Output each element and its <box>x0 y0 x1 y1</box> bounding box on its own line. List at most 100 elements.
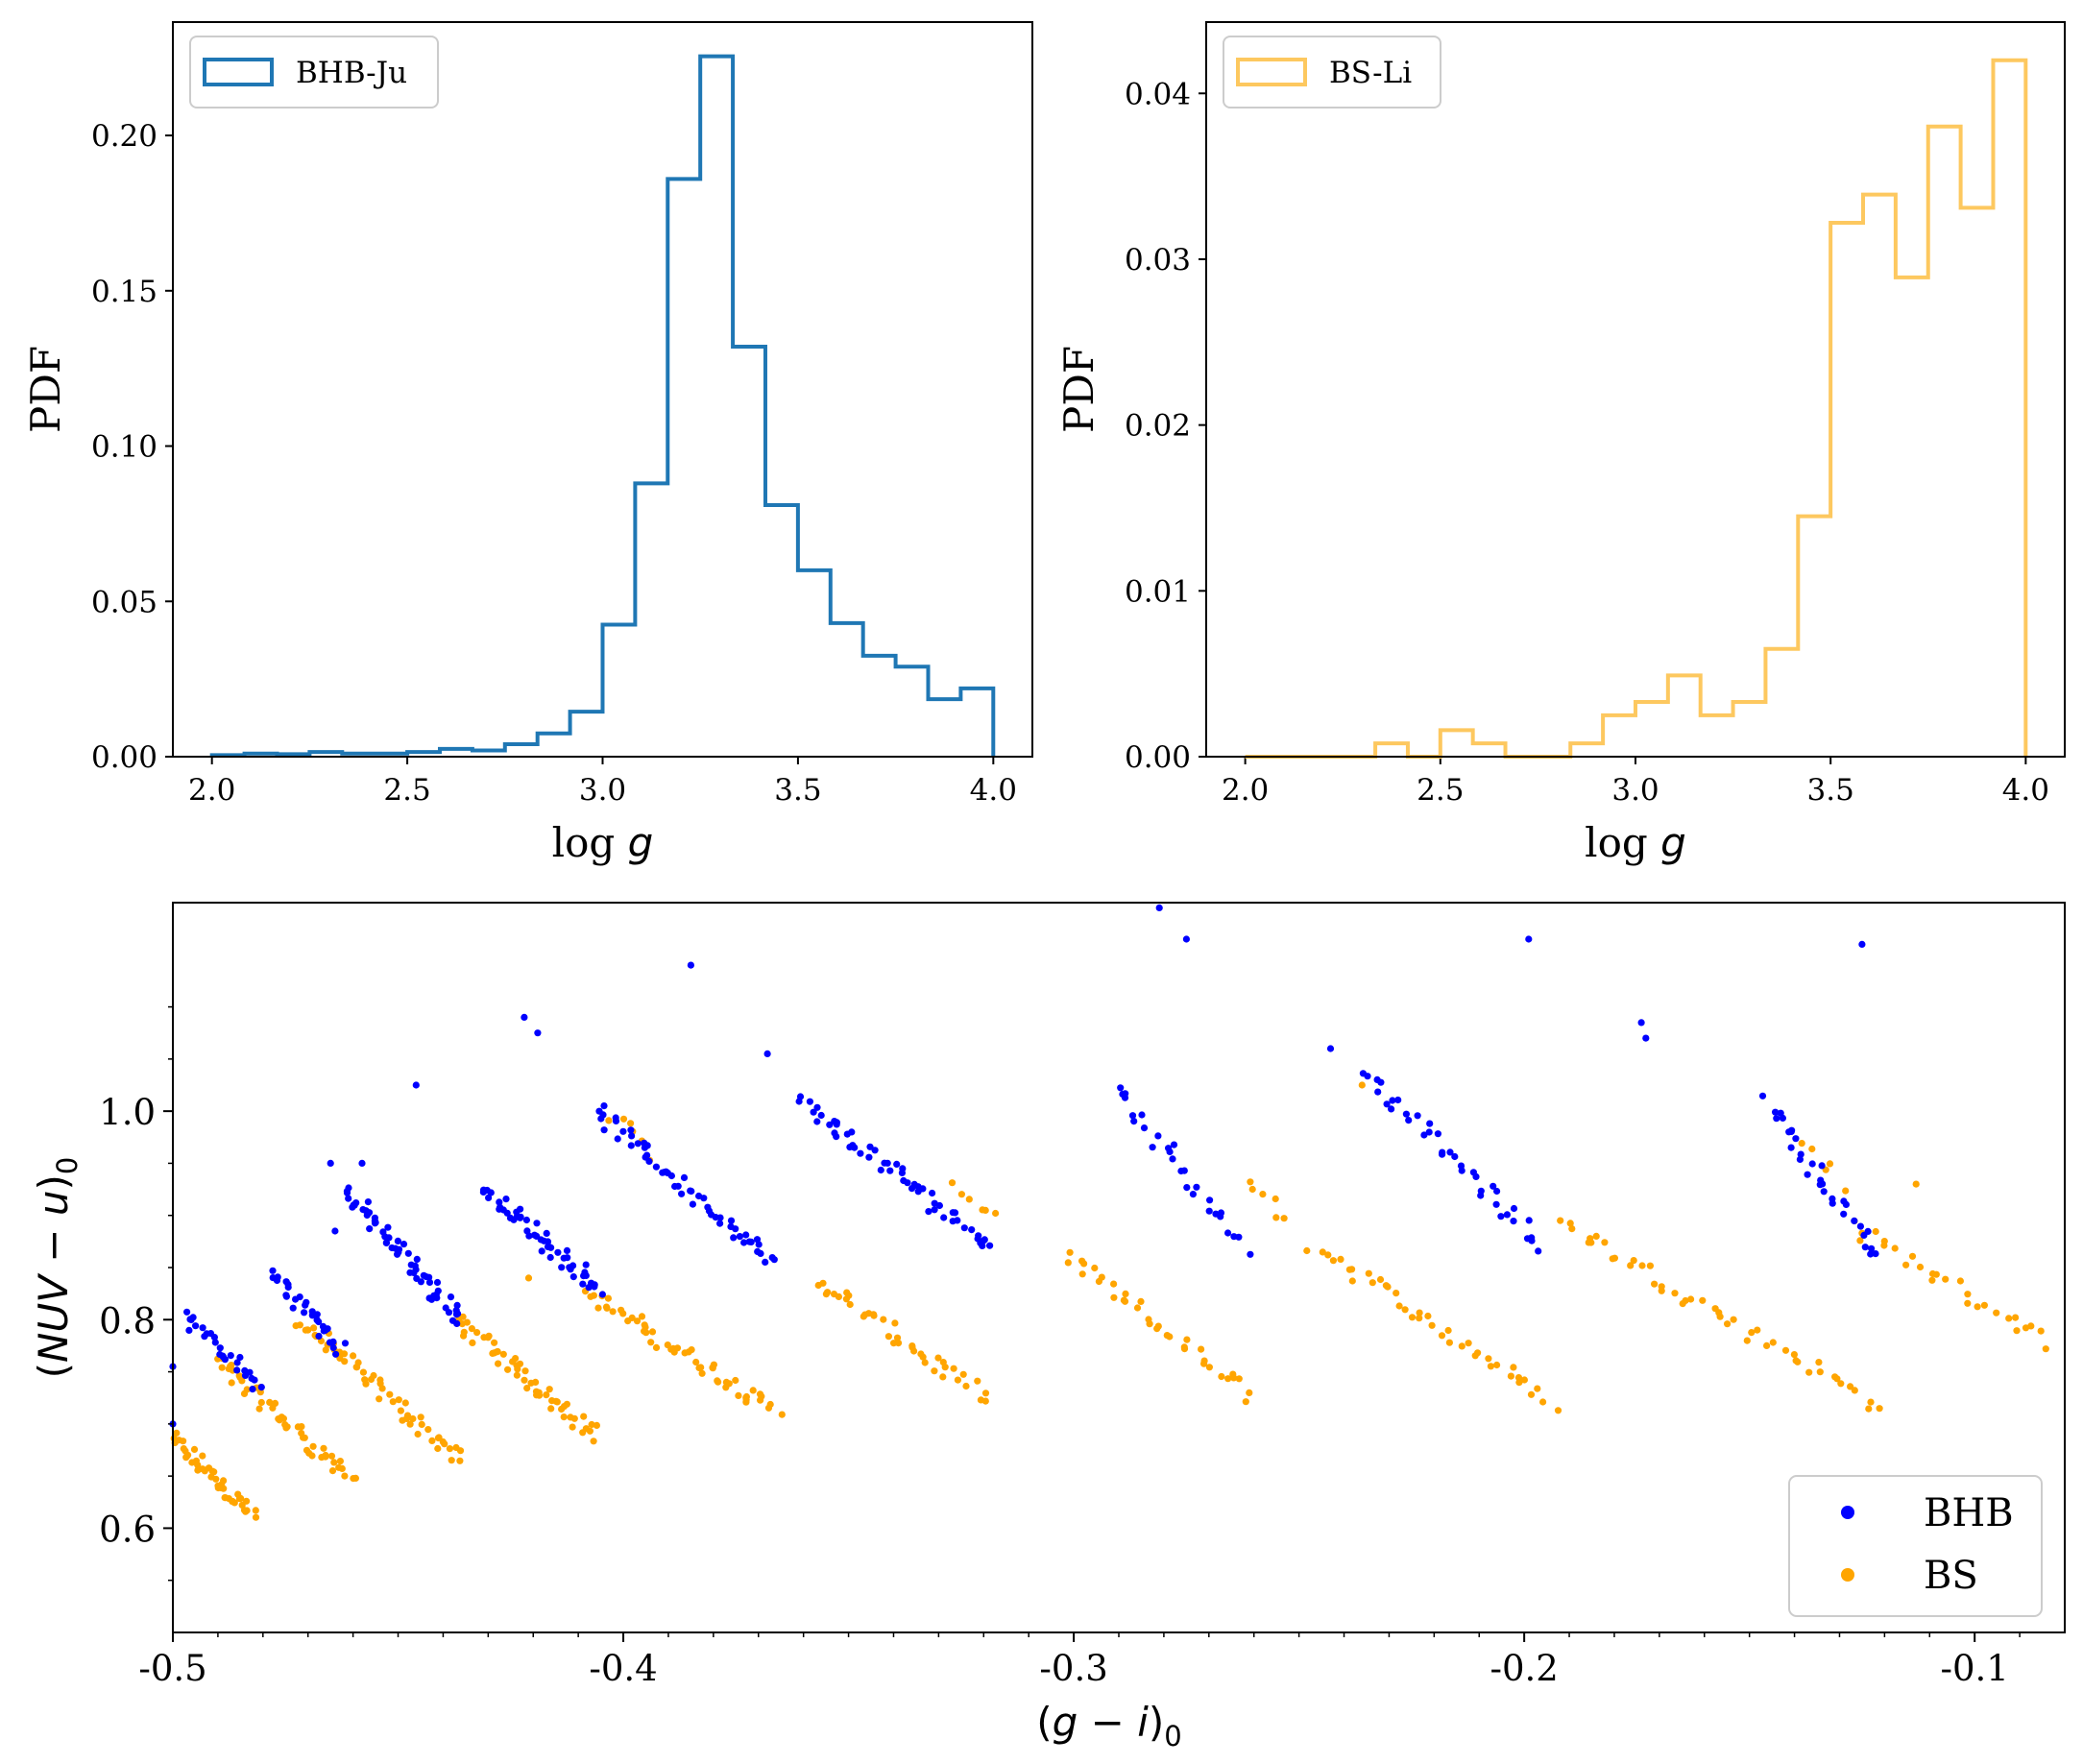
point-bs <box>908 1343 916 1351</box>
point-bs <box>1798 1140 1805 1148</box>
point-bhb <box>866 1143 874 1150</box>
point-bs <box>182 1454 190 1462</box>
point-bhb <box>371 1220 379 1227</box>
point-bhb <box>1326 1045 1335 1052</box>
plot-frame <box>1205 21 2066 758</box>
point-bs <box>456 1457 464 1464</box>
point-bs <box>1358 1081 1366 1089</box>
point-bs <box>1916 1263 1925 1271</box>
point-bhb <box>1858 940 1866 949</box>
point-bhb <box>404 1249 412 1257</box>
point-bs <box>1198 1345 1205 1353</box>
plot-frame <box>172 902 2066 1633</box>
point-bhb <box>1797 1150 1804 1158</box>
x-tick-label: -0.3 <box>1039 1648 1107 1689</box>
point-bs <box>603 1304 611 1312</box>
point-bhb <box>1458 1167 1465 1174</box>
point-bhb <box>968 1226 976 1234</box>
point-bhb <box>540 1237 548 1244</box>
point-bs <box>1808 1145 1816 1153</box>
point-bs <box>893 1334 902 1341</box>
point-bhb <box>833 1133 840 1141</box>
legend: BHB BS <box>1788 1475 2043 1617</box>
point-bs <box>1487 1363 1494 1370</box>
point-bs <box>243 1497 251 1505</box>
point-bs <box>252 1507 259 1514</box>
point-bhb <box>1840 1210 1848 1218</box>
point-bhb <box>1867 1250 1875 1258</box>
point-bs <box>1601 1239 1609 1246</box>
y-axis-label: (NUV − u)0 <box>30 1157 84 1379</box>
point-bs <box>1445 1339 1453 1346</box>
point-bhb <box>329 1343 337 1352</box>
point-bhb <box>453 1301 461 1309</box>
point-bhb <box>517 1205 524 1213</box>
point-bhb <box>979 1242 986 1249</box>
point-bhb <box>1820 1188 1828 1196</box>
point-bs <box>1408 1314 1417 1321</box>
point-bhb <box>674 1182 682 1190</box>
point-bs <box>2042 1345 2049 1353</box>
point-bhb <box>410 1269 418 1277</box>
point-bs <box>732 1376 739 1385</box>
point-bhb <box>413 1255 421 1263</box>
point-bs <box>590 1292 598 1299</box>
point-bhb <box>1117 1084 1125 1092</box>
point-bs <box>1145 1316 1152 1323</box>
point-bs <box>1224 1375 1232 1383</box>
point-bs <box>397 1407 404 1414</box>
point-bs <box>981 1206 989 1214</box>
point-bhb <box>308 1312 316 1319</box>
point-bs <box>2027 1322 2035 1330</box>
point-bhb <box>1777 1109 1784 1117</box>
point-bhb <box>745 1238 753 1245</box>
point-bs <box>2012 1314 2020 1321</box>
point-bhb <box>763 1050 771 1057</box>
x-tick-label: 3.0 <box>579 773 626 808</box>
y-axis-ticks: 0.6 0.8 1.0 <box>99 1005 173 1582</box>
point-bhb <box>1497 1213 1505 1220</box>
point-bs <box>735 1391 742 1399</box>
point-bhb <box>680 1173 689 1181</box>
point-bhb <box>1130 1118 1138 1125</box>
point-bs <box>1587 1239 1595 1246</box>
point-bs <box>950 1365 957 1372</box>
point-bhb <box>1224 1229 1232 1237</box>
point-bhb <box>343 1187 351 1196</box>
x-tick-label: 2.0 <box>188 773 235 808</box>
x-tick-label: 3.5 <box>774 773 821 808</box>
point-bhb <box>865 1153 873 1161</box>
point-bhb <box>1388 1105 1395 1113</box>
x-axis-label: (g − i)0 <box>1036 1699 1181 1752</box>
point-bhb <box>251 1376 258 1384</box>
point-bs <box>469 1339 476 1346</box>
legend-box <box>189 36 439 109</box>
point-bs <box>199 1465 206 1473</box>
y-tick-label: 0.05 <box>91 585 157 619</box>
point-bhb <box>569 1273 577 1281</box>
point-bs <box>1627 1262 1635 1269</box>
point-bhb <box>727 1217 736 1224</box>
point-bs <box>1754 1326 1761 1334</box>
point-bhb <box>341 1340 350 1347</box>
point-bhb <box>981 1236 988 1244</box>
point-bs <box>962 1382 970 1390</box>
point-bs <box>322 1451 329 1460</box>
point-bs <box>309 1442 317 1450</box>
point-bhb <box>1414 1112 1421 1120</box>
point-bs <box>1781 1346 1790 1354</box>
point-bs <box>212 1475 220 1483</box>
point-bhb <box>1205 1207 1213 1215</box>
point-bs <box>1566 1220 1574 1227</box>
point-bs <box>448 1457 455 1464</box>
point-bhb <box>233 1366 241 1374</box>
point-bs <box>180 1445 187 1453</box>
x-tick-label: 4.0 <box>2002 773 2049 808</box>
point-bs <box>1867 1398 1875 1406</box>
point-bs <box>1259 1191 1267 1198</box>
point-bs <box>1272 1214 1280 1221</box>
point-bhb <box>1808 1160 1816 1168</box>
point-bs <box>532 1378 540 1386</box>
point-bs <box>1246 1389 1253 1396</box>
point-bhb <box>1829 1199 1836 1207</box>
